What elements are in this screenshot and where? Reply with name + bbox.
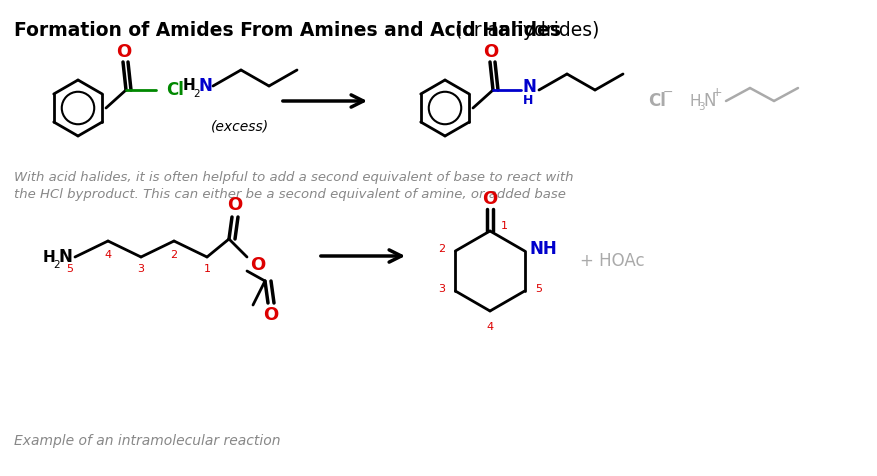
Text: 1: 1 [500,221,507,231]
Text: the HCl byproduct. This can either be a second equivalent of amine, or added bas: the HCl byproduct. This can either be a … [14,188,566,201]
Text: + HOAc: + HOAc [580,252,644,270]
Text: 5: 5 [535,284,541,294]
Text: 3: 3 [697,102,704,112]
Text: 4: 4 [104,250,111,260]
Text: 2: 2 [438,244,445,254]
Text: 4: 4 [486,322,493,332]
Text: N: N [523,78,536,96]
Text: 2: 2 [170,250,177,260]
Text: NH: NH [529,240,557,258]
Text: N: N [199,77,212,95]
Text: 3: 3 [438,284,445,294]
Text: Cl: Cl [166,81,183,99]
Text: 2: 2 [193,89,199,99]
Text: O: O [263,306,278,324]
Text: O: O [483,43,498,61]
Text: H: H [182,79,195,93]
Text: 5: 5 [67,264,74,274]
Text: N: N [59,248,73,266]
Text: Cl: Cl [647,92,665,110]
Text: O: O [250,256,265,274]
Text: H: H [523,93,532,107]
Text: +: + [711,86,722,99]
Text: (or anhydrides): (or anhydrides) [448,21,599,40]
Text: −: − [662,86,673,99]
Text: H: H [42,249,55,265]
Text: O: O [481,190,497,208]
Text: O: O [117,43,132,61]
Text: 2: 2 [53,260,60,270]
Text: O: O [227,196,242,214]
Text: N: N [702,92,715,110]
Text: Example of an intramolecular reaction: Example of an intramolecular reaction [14,434,280,448]
Text: 1: 1 [203,264,210,274]
Text: (excess): (excess) [210,119,268,133]
Text: H: H [689,93,701,109]
Text: Formation of Amides From Amines and Acid Halides: Formation of Amides From Amines and Acid… [14,21,560,40]
Text: 3: 3 [138,264,145,274]
Text: With acid halides, it is often helpful to add a second equivalent of base to rea: With acid halides, it is often helpful t… [14,171,573,184]
